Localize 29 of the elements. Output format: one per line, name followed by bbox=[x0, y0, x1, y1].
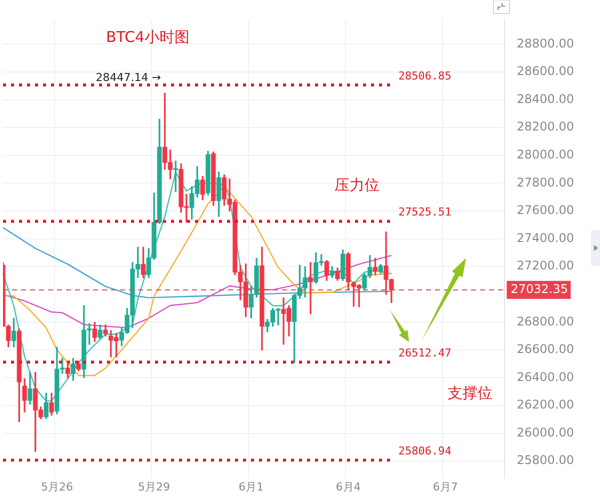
x-tick-label: 6月7 bbox=[432, 480, 458, 494]
annotation: 28447.14 → bbox=[96, 70, 161, 84]
y-tick-label: 27800.00 bbox=[516, 175, 574, 190]
ref-line-label: 26512.47 bbox=[398, 346, 452, 360]
annotation: 压力位 bbox=[334, 176, 380, 194]
y-tick-label: 26400.00 bbox=[516, 370, 574, 384]
y-tick-label: 27600.00 bbox=[516, 203, 574, 218]
x-tick-label: 5月26 bbox=[40, 480, 73, 494]
y-tick-label: 28400.00 bbox=[516, 92, 574, 106]
x-tick-label: 6月4 bbox=[336, 480, 361, 494]
ref-line-label: 25806.94 bbox=[398, 444, 452, 458]
y-tick-label: 28200.00 bbox=[516, 120, 574, 134]
ref-line-label: 27525.51 bbox=[398, 206, 452, 219]
y-tick-label: 26800.00 bbox=[516, 314, 574, 328]
y-tick-label: 26200.00 bbox=[516, 398, 574, 412]
annotation: 支撑位 bbox=[448, 384, 492, 402]
ref-line-label: 28506.85 bbox=[398, 69, 452, 82]
ref-line-label: 27032.35 bbox=[510, 282, 568, 296]
y-tick-label: 27400.00 bbox=[516, 230, 574, 245]
y-tick-label: 28600.00 bbox=[516, 64, 574, 78]
text: BTC4小时图 bbox=[106, 28, 190, 47]
y-tick-label: 28800.00 bbox=[516, 36, 574, 50]
y-tick-label: 27200.00 bbox=[516, 258, 574, 273]
x-tick-label: 6月1 bbox=[238, 480, 264, 494]
y-tick-label: 25800.00 bbox=[516, 453, 574, 468]
x-tick-label: 5月29 bbox=[138, 480, 170, 494]
y-tick-label: 28000.00 bbox=[516, 148, 574, 162]
y-tick-label: 26000.00 bbox=[516, 425, 574, 440]
y-tick-label: 26600.00 bbox=[516, 342, 574, 356]
